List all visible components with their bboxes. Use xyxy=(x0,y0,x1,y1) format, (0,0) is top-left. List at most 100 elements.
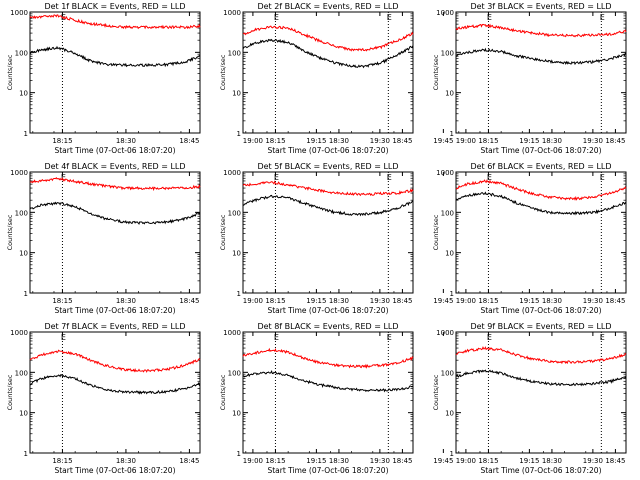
y-tick-label: 1000 xyxy=(223,9,241,17)
y-tick-label: 100 xyxy=(15,209,28,217)
x-axis-label: Start Time (07-Oct-06 18:07:20) xyxy=(54,306,175,315)
events-series-line xyxy=(29,373,201,395)
y-tick-label: 1000 xyxy=(10,329,28,337)
event-marker-label: E xyxy=(274,333,279,342)
panel-title: Det 4f BLACK = Events, RED = LLD xyxy=(44,162,185,171)
y-tick-label: 100 xyxy=(441,49,454,57)
x-tick-label: 18:15 xyxy=(52,297,72,305)
y-axis-label: Counts/sec xyxy=(6,214,14,250)
panel-title: Det 1f BLACK = Events, RED = LLD xyxy=(44,2,185,11)
y-tick-label: 100 xyxy=(15,49,28,57)
x-tick-label: 18:30 xyxy=(116,297,136,305)
x-axis-label: Start Time (07-Oct-06 18:07:20) xyxy=(267,146,388,155)
panel-title: Det 5f BLACK = Events, RED = LLD xyxy=(257,162,398,171)
y-axis-label: Counts/sec xyxy=(432,54,440,90)
plot-frame xyxy=(455,331,627,454)
x-tick-label: 18:45 xyxy=(605,297,625,305)
y-axis-label: Counts/sec xyxy=(6,54,14,90)
x-tick-label: 18:30 xyxy=(542,137,562,145)
events-series-line xyxy=(455,369,627,387)
y-tick-label: 1 xyxy=(237,450,241,458)
panel-title: Det 2f BLACK = Events, RED = LLD xyxy=(257,2,398,11)
detector-panel: Det 1f BLACK = Events, RED = LLD 1 10 100 10… xyxy=(6,2,453,155)
y-tick-label: 100 xyxy=(228,369,241,377)
plot-frame xyxy=(455,11,627,134)
y-axis-label: Counts/sec xyxy=(219,374,227,410)
x-tick-label: 18:30 xyxy=(116,457,136,465)
x-tick-label: 18:15 xyxy=(265,137,285,145)
lld-series-line xyxy=(455,346,627,365)
event-marker-label: E xyxy=(600,13,605,22)
detector-panel: Det 2f BLACK = Events, RED = LLD 1 10 100 10… xyxy=(219,2,605,155)
x-tick-label: 19:00 xyxy=(456,297,476,305)
lld-series-line xyxy=(242,347,414,369)
panel-title: Det 8f BLACK = Events, RED = LLD xyxy=(257,322,398,331)
y-tick-label: 10 xyxy=(445,410,454,418)
x-tick-label: 18:30 xyxy=(542,297,562,305)
x-axis-label: Start Time (07-Oct-06 18:07:20) xyxy=(267,306,388,315)
x-tick-label: 19:15 xyxy=(306,457,326,465)
event-marker-label: E xyxy=(387,13,392,22)
plot-frame xyxy=(242,171,414,294)
x-tick-label: 18:30 xyxy=(116,137,136,145)
y-tick-label: 100 xyxy=(228,209,241,217)
detector-panel: Det 5f BLACK = Events, RED = LLD 1 10 100 10… xyxy=(219,162,605,315)
x-tick-label: 19:00 xyxy=(456,457,476,465)
x-tick-label: 18:30 xyxy=(329,137,349,145)
event-marker-label: E xyxy=(487,173,492,182)
lld-series-line xyxy=(29,14,201,30)
x-tick-label: 18:15 xyxy=(478,457,498,465)
x-tick-label: 19:30 xyxy=(370,137,390,145)
lld-series-line xyxy=(242,180,414,197)
x-tick-label: 19:00 xyxy=(243,457,263,465)
x-tick-label: 18:45 xyxy=(179,457,199,465)
x-axis-label: Start Time (07-Oct-06 18:07:20) xyxy=(480,146,601,155)
y-tick-label: 1000 xyxy=(10,169,28,177)
x-axis-label: Start Time (07-Oct-06 18:07:20) xyxy=(54,146,175,155)
detector-panel: Det 7f BLACK = Events, RED = LLD 1 10 100 10… xyxy=(6,322,453,475)
x-tick-label: 19:30 xyxy=(370,457,390,465)
x-tick-label: 19:45 xyxy=(433,457,453,465)
event-marker-label: E xyxy=(61,333,66,342)
lld-series-line xyxy=(29,349,201,373)
x-axis-label: Start Time (07-Oct-06 18:07:20) xyxy=(480,306,601,315)
y-tick-label: 10 xyxy=(19,410,28,418)
panel-title: Det 7f BLACK = Events, RED = LLD xyxy=(44,322,185,331)
y-tick-label: 1 xyxy=(450,130,454,138)
plot-frame xyxy=(242,331,414,454)
y-tick-label: 100 xyxy=(228,49,241,57)
detector-panel: Det 9f BLACK = Events, RED = LLD 1 10 100 10… xyxy=(432,322,627,475)
y-axis-label: Counts/sec xyxy=(219,54,227,90)
panel-title: Det 9f BLACK = Events, RED = LLD xyxy=(470,322,611,331)
y-tick-label: 1 xyxy=(24,450,28,458)
y-tick-label: 10 xyxy=(19,90,28,98)
y-tick-label: 10 xyxy=(232,250,241,258)
detector-panel: Det 4f BLACK = Events, RED = LLD 1 10 100 10… xyxy=(6,162,453,315)
lld-series-line xyxy=(242,25,414,52)
x-tick-label: 18:15 xyxy=(52,137,72,145)
y-tick-label: 1000 xyxy=(436,169,454,177)
y-tick-label: 100 xyxy=(441,369,454,377)
events-series-line xyxy=(242,194,414,217)
x-tick-label: 18:45 xyxy=(392,457,412,465)
x-tick-label: 18:45 xyxy=(392,137,412,145)
events-series-line xyxy=(242,38,414,69)
y-tick-label: 1 xyxy=(24,290,28,298)
event-marker-label: E xyxy=(274,13,279,22)
x-tick-label: 19:45 xyxy=(433,137,453,145)
event-marker-label: E xyxy=(487,13,492,22)
y-tick-label: 1000 xyxy=(223,329,241,337)
plot-frame xyxy=(29,171,201,294)
y-tick-label: 100 xyxy=(441,209,454,217)
panel-title: Det 6f BLACK = Events, RED = LLD xyxy=(470,162,611,171)
events-series-line xyxy=(29,201,201,225)
y-axis-label: Counts/sec xyxy=(432,214,440,250)
x-tick-label: 19:45 xyxy=(433,297,453,305)
y-axis-label: Counts/sec xyxy=(432,374,440,410)
event-marker-label: E xyxy=(387,173,392,182)
y-tick-label: 1 xyxy=(24,130,28,138)
y-tick-label: 10 xyxy=(232,90,241,98)
x-tick-label: 18:45 xyxy=(179,297,199,305)
y-tick-label: 100 xyxy=(15,369,28,377)
event-marker-label: E xyxy=(274,173,279,182)
